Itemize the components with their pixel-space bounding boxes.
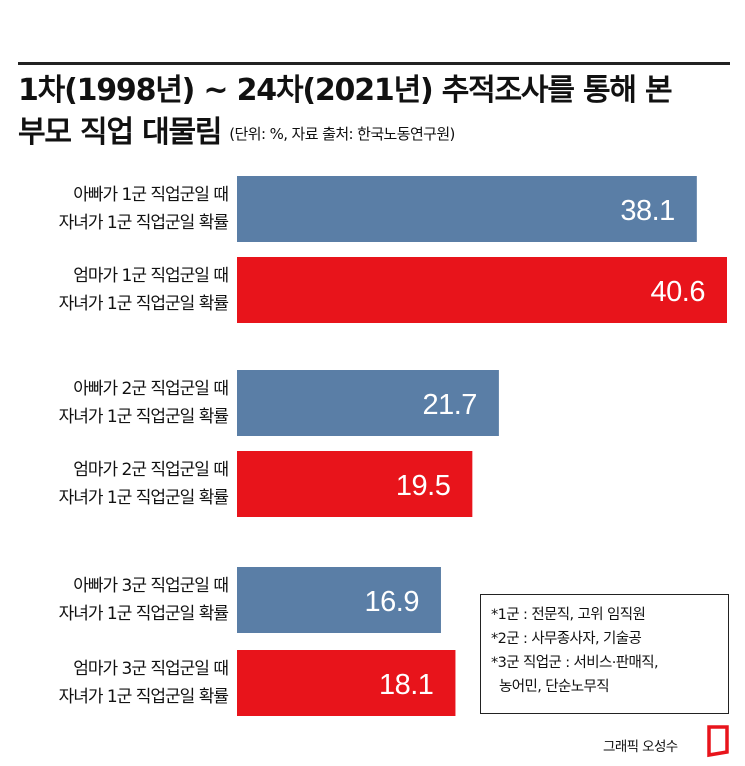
category-label-4-line-2: 자녀가 1군 직업군일 확률 xyxy=(59,488,229,508)
chart-title-line-2-text: 부모 직업 대물림 xyxy=(18,115,222,150)
category-label-2-line-1: 엄마가 1군 직업군일 때 xyxy=(73,266,228,286)
bar-value-label-4: 19.5 xyxy=(396,470,450,502)
category-label-1-line-2: 자녀가 1군 직업군일 확률 xyxy=(59,213,229,233)
footnote-line-1: *1군 : 전문직, 고위 임직원 xyxy=(491,607,646,623)
category-label-3-line-2: 자녀가 1군 직업군일 확률 xyxy=(59,407,229,427)
footnote-box: *1군 : 전문직, 고위 임직원 *2군 : 사무종사자, 기술공 *3군 직… xyxy=(480,594,729,714)
category-label-5-line-1: 아빠가 3군 직업군일 때 xyxy=(73,576,228,596)
bar-6 xyxy=(237,650,456,716)
category-label-4-line-1: 엄마가 2군 직업군일 때 xyxy=(73,460,228,480)
bar-4 xyxy=(237,451,473,517)
graphic-credit: 그래픽 오성수 xyxy=(603,739,678,755)
bar-2 xyxy=(237,257,727,323)
bar-5 xyxy=(237,567,441,633)
chart-subtitle: (단위: %, 자료 출처: 한국노동연구원) xyxy=(229,125,455,143)
bar-value-label-3: 21.7 xyxy=(422,389,476,421)
category-label-3-line-1: 아빠가 2군 직업군일 때 xyxy=(73,379,228,399)
bar-value-label-6: 18.1 xyxy=(379,669,433,701)
bar-value-label-5: 16.9 xyxy=(365,586,419,618)
footnote-line-4: 농어민, 단순노무직 xyxy=(491,679,610,695)
bar-1 xyxy=(237,176,697,242)
category-label-6-line-2: 자녀가 1군 직업군일 확률 xyxy=(59,687,229,707)
bar-3 xyxy=(237,370,499,436)
newspaper-logo-icon xyxy=(707,725,729,758)
chart-title-line-2: 부모 직업 대물림 (단위: %, 자료 출처: 한국노동연구원) xyxy=(18,118,455,148)
top-rule xyxy=(18,62,730,65)
category-label-1-line-1: 아빠가 1군 직업군일 때 xyxy=(73,185,228,205)
bar-value-label-1: 38.1 xyxy=(620,195,674,227)
category-label-5-line-2: 자녀가 1군 직업군일 확률 xyxy=(59,604,229,624)
footnote-line-3: *3군 직업군 : 서비스·판매직, xyxy=(491,655,659,671)
bar-value-label-2: 40.6 xyxy=(651,276,705,308)
chart-title-line-1: 1차(1998년) ~ 24차(2021년) 추적조사를 통해 본 xyxy=(18,73,673,108)
category-label-2-line-2: 자녀가 1군 직업군일 확률 xyxy=(59,294,229,314)
footnote-line-2: *2군 : 사무종사자, 기술공 xyxy=(491,631,642,647)
category-label-6-line-1: 엄마가 3군 직업군일 때 xyxy=(73,659,228,679)
